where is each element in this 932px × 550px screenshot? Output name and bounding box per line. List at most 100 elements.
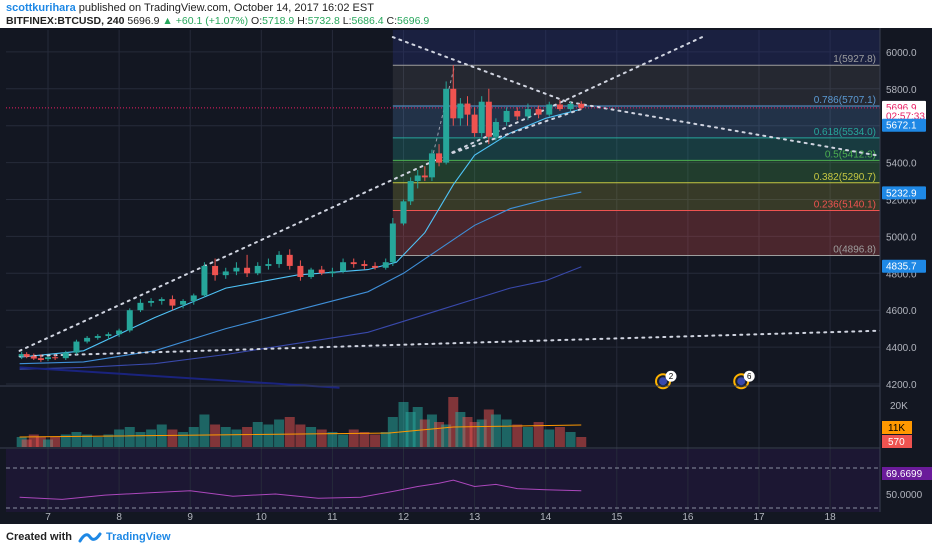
moving-average-line [19,108,582,358]
volume-bar [220,427,231,447]
fib-zone [392,160,880,183]
candle-body [265,264,272,266]
y-tick-label: 5000.0 [886,232,917,243]
volume-bar [544,429,555,447]
rsi-line [19,479,582,500]
y-tick-label: 4200.0 [886,380,917,391]
tradingview-brand[interactable]: TradingView [106,531,171,543]
last-price: 5696.9 [127,15,160,27]
x-tick-label: 18 [825,512,837,523]
volume-bar [124,427,135,447]
candle-body [94,336,101,338]
volume-bar [565,432,576,447]
volume-bar [43,439,53,447]
event-count-badge [743,370,755,382]
volume-bar [490,414,501,447]
volume-bar [306,427,317,447]
candle-body [407,181,414,202]
candle-body [318,269,325,274]
candle-body [372,265,379,268]
volume-bar [82,434,93,447]
candle-body [137,302,144,311]
event-flag-dot [659,377,668,386]
candle-body [443,88,450,163]
candle-body [233,267,240,272]
volume-bar [60,434,71,447]
event-count-label: 2 [669,372,674,381]
low-label: L: [342,15,352,27]
volume-bar [533,422,544,447]
candle-body [201,265,208,296]
volume-ma-line [19,424,582,438]
y-tick-label: 6000.0 [886,48,917,59]
candle-body [297,265,304,277]
long-trend-line [19,366,340,389]
candle-body [400,201,407,224]
volume-bar [359,432,370,447]
open-value: 5718.9 [262,15,295,27]
candle-body [340,262,347,272]
price-chart[interactable]: 1(5927.8) 0.786(5707.1) 0.618(5534.0) 0.5(5… [0,28,932,524]
close-value: 5696.9 [397,15,430,27]
fib-zone [392,182,880,211]
y-tick-label: 4400.0 [886,343,917,354]
event-flag-dot [737,377,746,386]
volume-ma-badge [882,421,912,434]
volume-bar [146,429,157,447]
candle-body [254,265,261,274]
candle-body [535,109,542,115]
volume-bar [295,424,306,447]
candle-body [23,354,30,357]
moving-average-line [19,266,582,370]
up-arrow-icon: ▲ [162,15,173,27]
candle-body [414,175,421,182]
author-name[interactable]: scottkurihara [6,2,76,14]
fib-zone [392,210,880,256]
volume-bar [327,432,338,447]
candle-body [556,104,563,110]
volume-bar [426,414,437,447]
volume-bar [448,397,459,447]
volume-bar [419,419,430,447]
candle-body [84,337,91,342]
volume-bar [35,437,46,447]
volume-bar [338,434,349,447]
volume-bar [316,429,327,447]
volume-bar [114,429,125,447]
candle-body [126,310,133,331]
candle-body [503,110,510,123]
volume-bar [103,434,114,447]
candle-body [478,101,485,134]
time-axis [0,512,932,524]
open-label: O: [251,15,263,27]
candle-body [524,109,531,117]
candle-body [158,299,165,301]
fib-level-label: 1(5927.8) [833,54,876,65]
candle-body [578,103,585,108]
price-badge [882,118,926,132]
y-tick-label: 5400.0 [886,159,917,170]
candle-body [212,265,219,276]
fib-zone [392,65,880,106]
volume-bar [210,424,221,447]
candle-body [514,110,521,117]
volume-bar [380,432,391,447]
moving-average-line [19,191,582,365]
x-tick-label: 16 [682,512,694,523]
candle-body [244,267,251,274]
volume-bar [188,427,199,447]
chart-area[interactable]: 1(5927.8) 0.786(5707.1) 0.618(5534.0) 0.5(5… [0,28,932,524]
candle-body [190,295,197,301]
volume-bar [512,424,523,447]
volume-bar [501,419,512,447]
volume-bar [274,419,285,447]
high-label: H: [297,15,308,27]
candle-body [276,254,283,265]
fib-level-label: 0.786(5707.1) [814,95,876,106]
price-badge [882,186,926,200]
price-badge-label: 02:57:33 [886,111,925,122]
candle-body [286,254,293,266]
volume-bar [231,429,242,447]
candle-body [485,101,492,137]
x-tick-label: 9 [187,512,193,523]
